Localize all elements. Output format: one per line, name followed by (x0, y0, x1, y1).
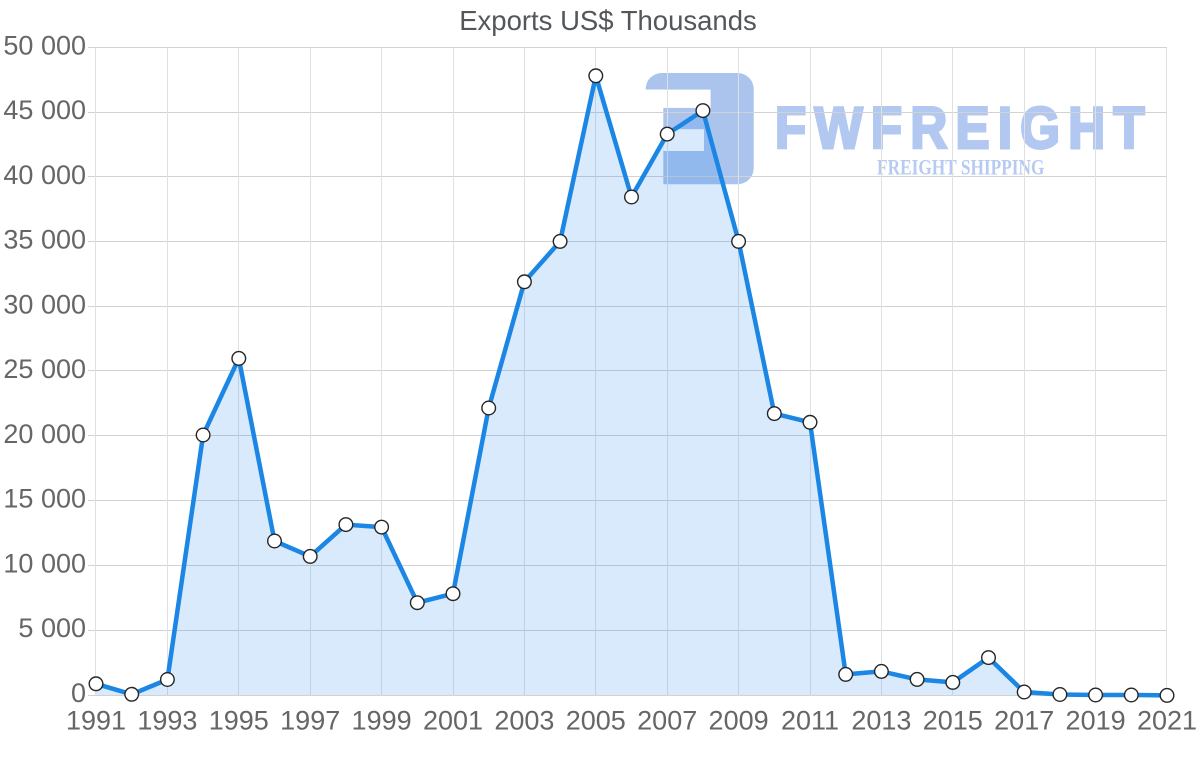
svg-text:2009: 2009 (709, 706, 769, 736)
svg-text:Exports US$ Thousands: Exports US$ Thousands (459, 5, 757, 36)
svg-text:FREIGHT SHIPPING: FREIGHT SHIPPING (877, 155, 1045, 180)
svg-text:1995: 1995 (209, 706, 269, 736)
svg-text:1997: 1997 (280, 706, 340, 736)
svg-text:2007: 2007 (637, 706, 697, 736)
svg-text:FWFREIGHT: FWFREIGHT (775, 96, 1145, 161)
svg-text:15 000: 15 000 (3, 484, 86, 514)
svg-text:50 000: 50 000 (3, 30, 86, 60)
svg-text:2011: 2011 (781, 706, 839, 736)
svg-text:1999: 1999 (352, 706, 412, 736)
svg-text:5 000: 5 000 (18, 613, 86, 643)
svg-text:2005: 2005 (566, 706, 626, 736)
svg-text:2015: 2015 (923, 706, 983, 736)
svg-text:2017: 2017 (994, 706, 1054, 736)
svg-text:25 000: 25 000 (3, 354, 86, 384)
svg-text:2013: 2013 (851, 706, 911, 736)
svg-text:0: 0 (71, 678, 86, 708)
svg-text:45 000: 45 000 (3, 95, 86, 125)
svg-text:40 000: 40 000 (3, 160, 86, 190)
svg-text:10 000: 10 000 (3, 549, 86, 579)
svg-text:2001: 2001 (423, 706, 483, 736)
svg-text:2019: 2019 (1066, 706, 1126, 736)
svg-text:20 000: 20 000 (3, 419, 86, 449)
svg-text:2021: 2021 (1137, 706, 1197, 736)
svg-text:35 000: 35 000 (3, 225, 86, 255)
svg-text:1991: 1991 (66, 706, 126, 736)
svg-text:2003: 2003 (494, 706, 554, 736)
svg-text:1993: 1993 (137, 706, 197, 736)
svg-text:30 000: 30 000 (3, 289, 86, 319)
